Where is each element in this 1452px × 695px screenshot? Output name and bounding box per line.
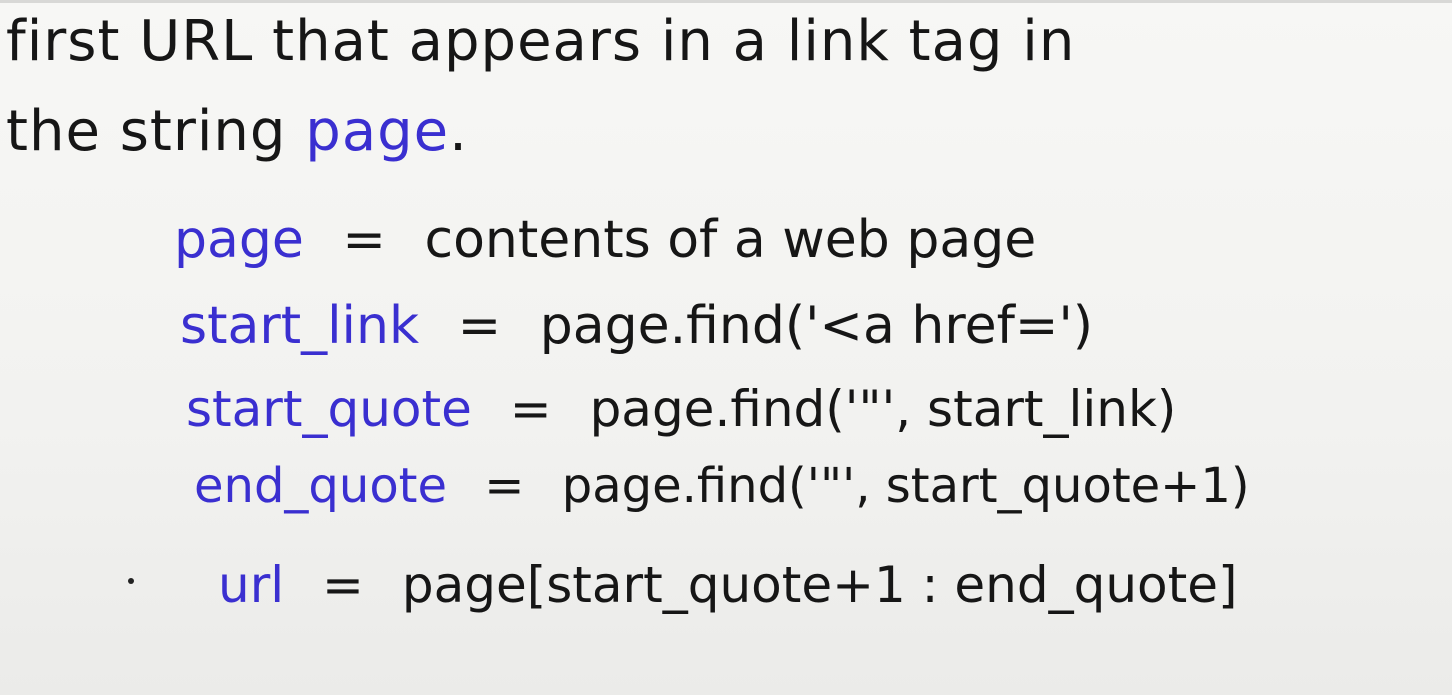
code-line-start-quote: start_quote = page.find('"', start_link) xyxy=(186,384,1176,434)
code-lhs: end_quote xyxy=(194,458,448,514)
code-rhs: page.find('<a href=') xyxy=(539,296,1094,356)
code-lhs: url xyxy=(218,556,285,614)
code-rhs: contents of a web page xyxy=(424,210,1037,270)
heading-line-2-prefix: the string xyxy=(6,99,306,164)
board-top-edge xyxy=(0,0,1452,3)
heading-line-2-var: page xyxy=(305,99,450,164)
code-line-end-quote: end_quote = page.find('"', start_quote+1… xyxy=(194,462,1250,510)
code-equals: = xyxy=(457,296,502,356)
heading-line-2: the string page. xyxy=(6,104,468,160)
code-equals: = xyxy=(509,380,552,438)
code-lhs: start_quote xyxy=(186,380,472,438)
code-rhs: page.find('"', start_link) xyxy=(589,380,1177,438)
heading-line-2-suffix: . xyxy=(449,99,468,164)
code-lhs: page xyxy=(174,210,304,270)
code-lhs: start_link xyxy=(180,296,420,356)
stray-ink-dot xyxy=(128,578,134,584)
code-rhs: page[start_quote+1 : end_quote] xyxy=(401,556,1238,614)
code-equals: = xyxy=(484,458,525,514)
heading-line-1: first URL that appears in a link tag in xyxy=(6,9,1076,74)
code-equals: = xyxy=(322,556,364,614)
code-line-page: page = contents of a web page xyxy=(174,214,1036,266)
code-rhs: page.find('"', start_quote+1) xyxy=(561,458,1250,514)
code-equals: = xyxy=(342,210,386,270)
code-line-start-link: start_link = page.find('<a href=') xyxy=(180,300,1093,352)
code-line-url: url = page[start_quote+1 : end_quote] xyxy=(218,560,1238,610)
